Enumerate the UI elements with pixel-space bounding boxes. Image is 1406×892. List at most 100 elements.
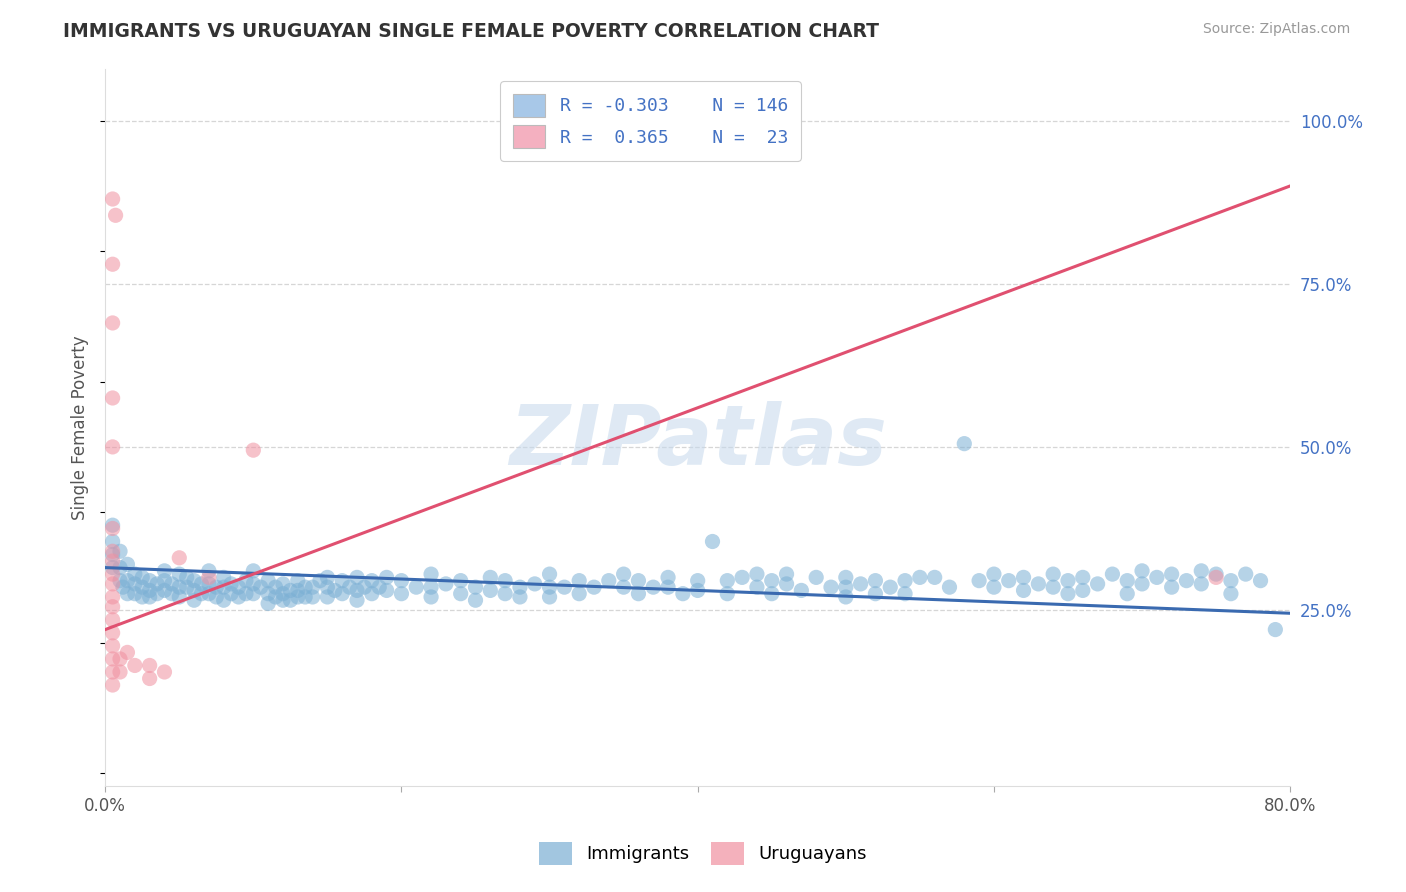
Immigrants bbox=[205, 580, 228, 594]
Immigrants bbox=[228, 590, 250, 604]
Uruguayans bbox=[101, 577, 124, 591]
Immigrants bbox=[702, 534, 724, 549]
Immigrants bbox=[849, 577, 872, 591]
Immigrants bbox=[219, 577, 242, 591]
Immigrants bbox=[111, 580, 134, 594]
Immigrants bbox=[479, 583, 502, 598]
Immigrants bbox=[494, 574, 516, 588]
Immigrants bbox=[131, 570, 153, 584]
Immigrants bbox=[124, 577, 146, 591]
Immigrants bbox=[391, 574, 413, 588]
Immigrants bbox=[613, 567, 636, 582]
Immigrants bbox=[183, 574, 205, 588]
Immigrants bbox=[346, 593, 368, 607]
Immigrants bbox=[101, 534, 124, 549]
Immigrants bbox=[775, 567, 797, 582]
Immigrants bbox=[1264, 623, 1286, 637]
Uruguayans bbox=[169, 550, 191, 565]
Immigrants bbox=[316, 570, 339, 584]
Immigrants bbox=[1250, 574, 1272, 588]
Immigrants bbox=[124, 567, 146, 582]
Uruguayans bbox=[101, 652, 124, 666]
Immigrants bbox=[761, 574, 783, 588]
Immigrants bbox=[1116, 574, 1139, 588]
Immigrants bbox=[1012, 583, 1035, 598]
Text: ZIPatlas: ZIPatlas bbox=[509, 401, 887, 483]
Immigrants bbox=[235, 574, 257, 588]
Immigrants bbox=[479, 570, 502, 584]
Immigrants bbox=[330, 587, 353, 601]
Immigrants bbox=[1071, 583, 1094, 598]
Immigrants bbox=[242, 587, 264, 601]
Uruguayans bbox=[1205, 570, 1227, 584]
Uruguayans bbox=[138, 672, 160, 686]
Immigrants bbox=[1160, 580, 1182, 594]
Immigrants bbox=[309, 574, 332, 588]
Immigrants bbox=[582, 580, 605, 594]
Uruguayans bbox=[198, 570, 221, 584]
Immigrants bbox=[301, 590, 323, 604]
Immigrants bbox=[835, 570, 858, 584]
Immigrants bbox=[790, 583, 813, 598]
Immigrants bbox=[257, 587, 280, 601]
Immigrants bbox=[538, 580, 561, 594]
Immigrants bbox=[1130, 577, 1153, 591]
Immigrants bbox=[287, 583, 309, 598]
Immigrants bbox=[420, 580, 443, 594]
Immigrants bbox=[316, 590, 339, 604]
Immigrants bbox=[375, 583, 398, 598]
Uruguayans bbox=[101, 567, 124, 582]
Uruguayans bbox=[108, 652, 131, 666]
Uruguayans bbox=[101, 599, 124, 614]
Immigrants bbox=[716, 574, 738, 588]
Immigrants bbox=[198, 564, 221, 578]
Immigrants bbox=[108, 560, 131, 574]
Immigrants bbox=[983, 567, 1005, 582]
Immigrants bbox=[1071, 570, 1094, 584]
Immigrants bbox=[1234, 567, 1257, 582]
Immigrants bbox=[1012, 570, 1035, 584]
Uruguayans bbox=[101, 440, 124, 454]
Immigrants bbox=[169, 580, 191, 594]
Immigrants bbox=[538, 590, 561, 604]
Immigrants bbox=[235, 587, 257, 601]
Immigrants bbox=[804, 570, 827, 584]
Immigrants bbox=[280, 583, 302, 598]
Immigrants bbox=[212, 570, 235, 584]
Immigrants bbox=[124, 587, 146, 601]
Immigrants bbox=[761, 587, 783, 601]
Immigrants bbox=[183, 593, 205, 607]
Immigrants bbox=[198, 587, 221, 601]
Immigrants bbox=[146, 577, 169, 591]
Immigrants bbox=[360, 574, 382, 588]
Immigrants bbox=[131, 580, 153, 594]
Immigrants bbox=[294, 580, 316, 594]
Immigrants bbox=[967, 574, 990, 588]
Immigrants bbox=[153, 574, 176, 588]
Immigrants bbox=[190, 577, 212, 591]
Immigrants bbox=[1189, 564, 1212, 578]
Immigrants bbox=[598, 574, 620, 588]
Immigrants bbox=[271, 577, 294, 591]
Uruguayans bbox=[101, 316, 124, 330]
Immigrants bbox=[938, 580, 960, 594]
Immigrants bbox=[894, 587, 917, 601]
Immigrants bbox=[464, 593, 486, 607]
Legend: R = -0.303    N = 146, R =  0.365    N =  23: R = -0.303 N = 146, R = 0.365 N = 23 bbox=[501, 81, 800, 161]
Immigrants bbox=[1175, 574, 1198, 588]
Immigrants bbox=[346, 583, 368, 598]
Uruguayans bbox=[101, 639, 124, 653]
Immigrants bbox=[420, 590, 443, 604]
Immigrants bbox=[553, 580, 575, 594]
Immigrants bbox=[494, 587, 516, 601]
Immigrants bbox=[169, 590, 191, 604]
Immigrants bbox=[257, 574, 280, 588]
Immigrants bbox=[835, 590, 858, 604]
Immigrants bbox=[360, 587, 382, 601]
Uruguayans bbox=[101, 665, 124, 679]
Immigrants bbox=[657, 580, 679, 594]
Immigrants bbox=[257, 597, 280, 611]
Immigrants bbox=[568, 574, 591, 588]
Immigrants bbox=[1130, 564, 1153, 578]
Immigrants bbox=[198, 577, 221, 591]
